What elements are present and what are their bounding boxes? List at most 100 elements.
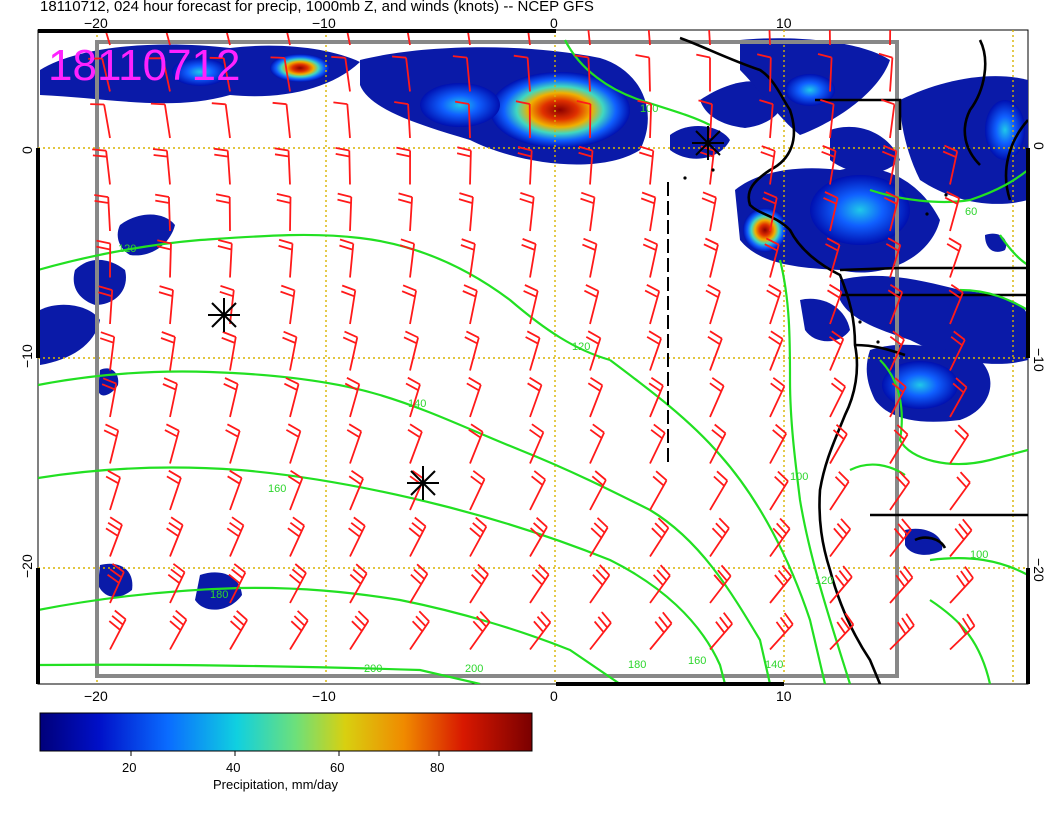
wind-barb xyxy=(529,423,545,464)
wind-barb xyxy=(99,331,116,371)
wind-barb xyxy=(880,98,896,139)
wind-barb xyxy=(829,471,850,511)
wind-barb xyxy=(709,377,725,418)
wind-barb xyxy=(285,30,291,46)
asterisk-marker xyxy=(692,126,724,160)
wind-barb xyxy=(829,612,855,651)
contour-label: 140 xyxy=(408,398,426,410)
wind-barb xyxy=(589,470,607,511)
wind-barb xyxy=(949,518,973,558)
wind-barb xyxy=(513,54,531,92)
wind-barb xyxy=(466,376,482,418)
wind-barb xyxy=(642,237,659,278)
contour-label: 60 xyxy=(965,206,977,218)
wind-barb xyxy=(584,284,600,325)
wind-barb xyxy=(519,192,535,232)
wind-barb xyxy=(348,469,364,511)
wind-barb xyxy=(104,30,111,46)
wind-barb xyxy=(759,99,774,139)
wind-barb xyxy=(392,55,411,92)
wind-barb xyxy=(215,193,231,232)
colorbar-gradient xyxy=(39,712,533,752)
date-stamp: 18110712 xyxy=(48,41,241,90)
wind-barb xyxy=(883,191,900,232)
wind-barb xyxy=(466,30,471,46)
wind-barb xyxy=(828,30,831,46)
wind-barb xyxy=(635,54,651,92)
wind-barb xyxy=(764,237,780,278)
wind-barb xyxy=(768,330,784,371)
wind-barb xyxy=(409,610,430,651)
wind-barb xyxy=(576,100,592,139)
wind-barb xyxy=(889,377,907,418)
wind-barb xyxy=(703,237,719,278)
wind-barb xyxy=(647,30,651,46)
wind-barb xyxy=(529,611,552,651)
wind-barb xyxy=(287,469,304,511)
wind-barb xyxy=(285,423,302,464)
wind-barb xyxy=(408,516,427,557)
lat-tick-left: −20 xyxy=(19,554,35,578)
wind-barb xyxy=(228,563,247,604)
wind-barb xyxy=(469,516,488,557)
wind-barb xyxy=(769,565,793,604)
wind-barb xyxy=(527,376,543,418)
wind-barb xyxy=(342,330,359,371)
wind-barb xyxy=(701,191,717,232)
wind-barb xyxy=(709,470,729,511)
wind-barb xyxy=(90,103,111,139)
wind-barb xyxy=(469,563,489,604)
wind-barbs xyxy=(88,30,976,651)
wind-barb xyxy=(523,284,539,325)
wind-barb xyxy=(274,147,291,185)
wind-barb xyxy=(639,145,655,185)
contour-label: 140 xyxy=(765,659,783,671)
height-contours xyxy=(38,39,1028,684)
wind-barb xyxy=(889,613,915,651)
wind-barb xyxy=(346,423,363,464)
wind-barb xyxy=(462,284,478,325)
wind-barb xyxy=(762,191,778,232)
wind-barb xyxy=(213,147,231,185)
wind-barb xyxy=(339,238,355,278)
wind-barb xyxy=(284,377,300,418)
wind-barb xyxy=(525,330,541,371)
wind-barb xyxy=(766,283,782,325)
wind-barb xyxy=(827,283,843,325)
wind-barb xyxy=(227,469,243,511)
wind-barb xyxy=(698,99,713,139)
wind-barb xyxy=(105,516,123,557)
wind-barb xyxy=(98,285,114,325)
wind-barb xyxy=(709,564,732,604)
wind-barb xyxy=(344,377,361,418)
wind-barb xyxy=(825,237,841,278)
wind-barb xyxy=(164,423,180,464)
contour-label: 180 xyxy=(210,589,228,601)
wind-barb xyxy=(346,30,351,46)
wind-barb xyxy=(942,144,959,185)
lat-tick-left: 0 xyxy=(19,146,35,154)
colorbar-tick: 60 xyxy=(330,760,344,775)
wind-barb xyxy=(760,145,776,185)
wind-barb xyxy=(881,144,898,185)
wind-barb xyxy=(401,284,417,325)
wind-barb xyxy=(166,469,182,511)
lat-tick-right: 0 xyxy=(1031,142,1047,150)
wind-barb xyxy=(889,30,892,46)
wind-barb xyxy=(517,146,533,185)
wind-barb xyxy=(823,191,839,232)
wind-barb xyxy=(155,193,171,232)
wind-barb xyxy=(769,612,794,651)
wind-barb xyxy=(709,423,727,464)
wind-barb xyxy=(649,423,666,464)
inner-domain-box xyxy=(95,40,899,678)
wind-barb xyxy=(331,56,351,92)
wind-barb xyxy=(946,237,962,278)
wind-barb xyxy=(585,330,602,371)
wind-barb xyxy=(589,517,609,557)
wind-barb xyxy=(949,377,968,418)
contour-label: 160 xyxy=(688,655,706,667)
wind-barb xyxy=(649,611,673,651)
wind-barb xyxy=(756,53,772,92)
wind-barb xyxy=(769,470,789,511)
